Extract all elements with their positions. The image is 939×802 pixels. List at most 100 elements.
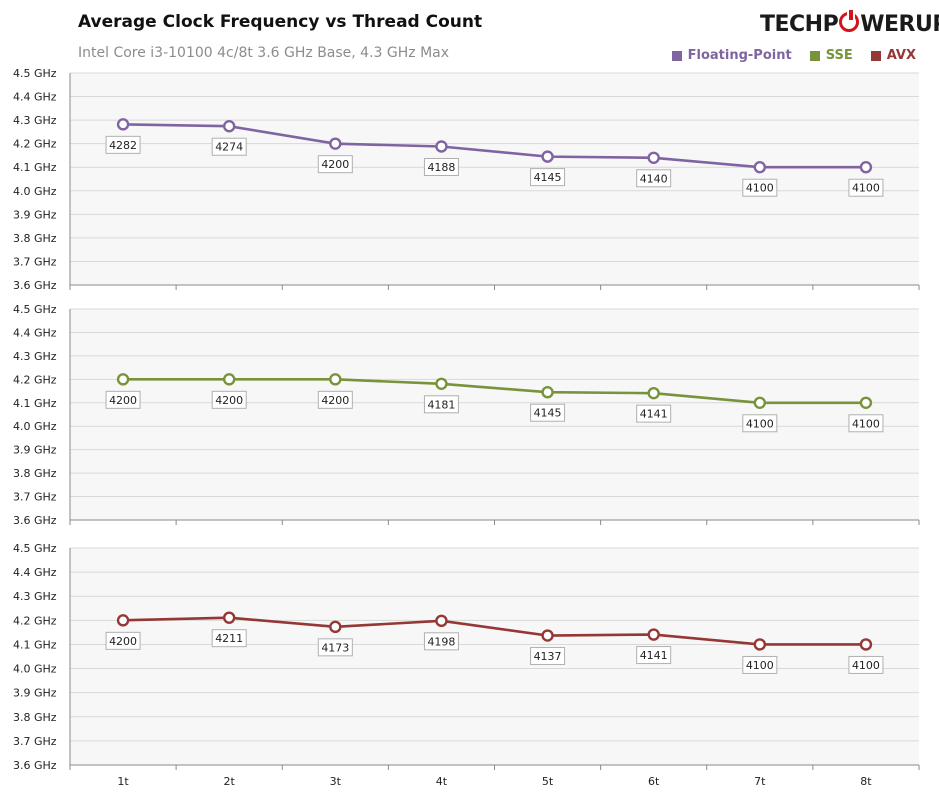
data-point [859, 161, 873, 174]
data-point [753, 161, 767, 174]
data-point [329, 373, 342, 386]
data-point [647, 151, 660, 165]
data-point [647, 628, 660, 641]
data-label-box [530, 647, 566, 666]
data-point [541, 629, 554, 642]
legend-swatch [671, 50, 682, 61]
data-label: 4141 [640, 649, 668, 662]
data-point [859, 638, 873, 651]
x-tick-label: 7t [754, 775, 766, 788]
legend-label: Floating-Point [687, 48, 792, 63]
y-tick-label: 4.5 GHz [13, 303, 57, 316]
x-tick-label: 8t [860, 775, 872, 788]
data-point [435, 614, 448, 628]
data-label-box [211, 390, 247, 409]
data-label: 4200 [109, 394, 137, 407]
plot-background [70, 309, 919, 520]
y-tick-label: 3.6 GHz [13, 279, 57, 292]
y-tick-label: 3.6 GHz [13, 759, 57, 772]
data-point [435, 140, 448, 153]
y-tick-label: 4.3 GHz [13, 350, 57, 363]
y-tick-label: 4.2 GHz [13, 373, 57, 386]
data-label: 4145 [534, 171, 562, 184]
data-label-box [317, 155, 353, 174]
data-label: 4100 [852, 182, 880, 195]
y-tick-label: 4.1 GHz [13, 397, 57, 410]
chart-title: Average Clock Frequency vs Thread Count [78, 12, 483, 32]
y-tick-label: 4.2 GHz [13, 614, 57, 627]
data-point [541, 150, 554, 163]
data-label-box [848, 655, 884, 674]
y-tick-label: 4.3 GHz [13, 590, 57, 603]
legend: Floating-Point SSE AVX [671, 48, 916, 63]
data-label-box [423, 157, 459, 176]
legend-item-sse: SSE [809, 48, 853, 63]
data-label: 4140 [640, 172, 668, 185]
power-icon [839, 10, 860, 32]
y-tick-label: 3.9 GHz [13, 208, 57, 221]
data-label: 4211 [215, 632, 243, 645]
plot-background [70, 73, 919, 285]
data-point [329, 620, 342, 634]
y-tick-label: 4.0 GHz [13, 420, 57, 433]
legend-item-avx: AVX [870, 48, 916, 63]
y-tick-label: 4.2 GHz [13, 138, 57, 151]
y-tick-label: 4.1 GHz [13, 638, 57, 651]
data-label: 4200 [109, 635, 137, 648]
x-tick-label: 6t [648, 775, 660, 788]
y-tick-label: 3.8 GHz [13, 232, 57, 245]
data-label: 4141 [640, 408, 668, 421]
data-label-box [742, 655, 778, 674]
data-label: 4173 [321, 641, 349, 654]
techpowerup-logo: TECHP WERUP [760, 10, 939, 37]
data-label-box [105, 135, 141, 154]
data-label-box [742, 178, 778, 197]
y-tick-label: 4.3 GHz [13, 114, 57, 127]
data-label-box [211, 629, 247, 648]
data-label: 4100 [746, 182, 774, 195]
data-label-box [105, 631, 141, 650]
y-tick-label: 4.0 GHz [13, 663, 57, 676]
x-tick-label: 2t [224, 775, 236, 788]
y-tick-label: 4.5 GHz [13, 67, 57, 80]
data-label-box [742, 414, 778, 433]
y-tick-label: 3.9 GHz [13, 444, 57, 457]
data-point [116, 373, 130, 386]
data-label-box [848, 178, 884, 197]
data-label-box [636, 404, 672, 423]
data-point [116, 118, 130, 131]
y-tick-label: 4.4 GHz [13, 326, 57, 339]
data-label-box [423, 632, 459, 651]
data-label-box [423, 395, 459, 414]
data-point [222, 611, 236, 624]
data-label: 4188 [427, 161, 455, 174]
data-label: 4100 [746, 417, 774, 430]
data-point [753, 396, 767, 409]
x-tick-label: 4t [436, 775, 448, 788]
chart-subtitle: Intel Core i3-10100 4c/8t 3.6 GHz Base, … [78, 45, 450, 61]
y-tick-label: 3.6 GHz [13, 514, 57, 527]
y-tick-label: 4.1 GHz [13, 161, 57, 174]
y-tick-label: 3.9 GHz [13, 687, 57, 700]
data-label-box [848, 414, 884, 433]
data-label-box [317, 390, 353, 409]
y-tick-label: 4.4 GHz [13, 91, 57, 104]
data-point [753, 638, 767, 651]
data-point [435, 377, 448, 390]
y-tick-label: 3.8 GHz [13, 711, 57, 724]
data-label: 4274 [215, 141, 243, 154]
y-tick-label: 4.4 GHz [13, 566, 57, 579]
legend-item-floating-point: Floating-Point [671, 48, 792, 63]
data-label: 4198 [427, 635, 455, 648]
data-label-box [636, 646, 672, 665]
data-label: 4181 [427, 398, 455, 411]
data-label: 4100 [852, 659, 880, 672]
data-label: 4100 [852, 417, 880, 430]
x-tick-label: 1t [117, 775, 129, 788]
data-label: 4137 [534, 650, 562, 663]
legend-label: AVX [886, 48, 916, 63]
y-tick-label: 4.5 GHz [13, 542, 57, 555]
x-tick-label: 5t [542, 775, 554, 788]
data-point [222, 120, 236, 133]
